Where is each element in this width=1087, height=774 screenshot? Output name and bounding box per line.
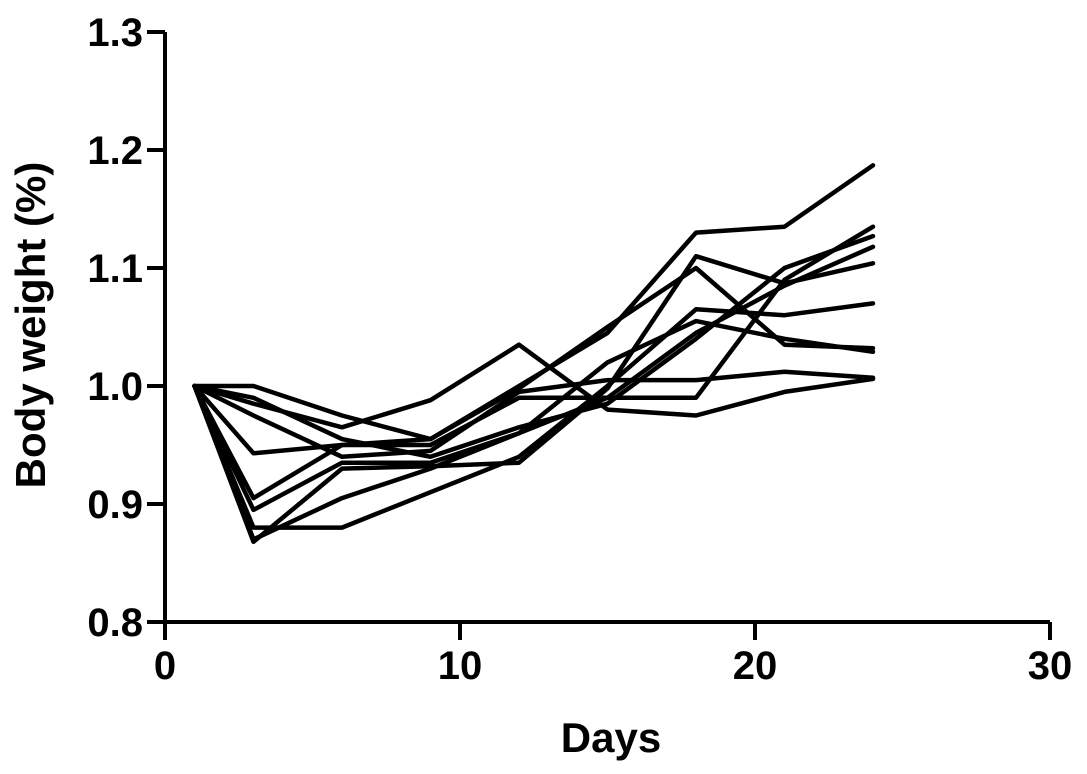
series-line-8 xyxy=(192,369,876,460)
series-line-9 xyxy=(192,233,876,460)
series-line-2 xyxy=(192,342,876,430)
y-tick-label: 0.9 xyxy=(87,483,143,527)
x-tick-label: 0 xyxy=(154,644,176,688)
series-line-5 xyxy=(192,244,876,542)
series-layer xyxy=(192,163,876,545)
y-tick-label: 1.0 xyxy=(87,365,143,409)
series-line-10 xyxy=(192,318,876,513)
y-tick-label: 1.1 xyxy=(87,247,143,291)
axes-layer xyxy=(163,32,1050,624)
y-axis-label: Body weight (%) xyxy=(7,162,54,489)
y-tick-label: 0.8 xyxy=(87,601,143,645)
y-tick-label: 1.3 xyxy=(87,11,143,55)
x-tick-label: 10 xyxy=(438,644,483,688)
x-axis-label: Days xyxy=(561,714,661,761)
y-tick-label: 1.2 xyxy=(87,129,143,173)
ticks-layer: 0.8 0.9 1.0 1.1 1.2 1.3 0 10 20 30 xyxy=(87,11,1072,688)
series-line-6 xyxy=(192,253,876,545)
x-tick-label: 20 xyxy=(733,644,778,688)
x-tick-label: 30 xyxy=(1028,644,1073,688)
series-line-4 xyxy=(192,224,876,501)
series-line-7 xyxy=(192,301,876,530)
